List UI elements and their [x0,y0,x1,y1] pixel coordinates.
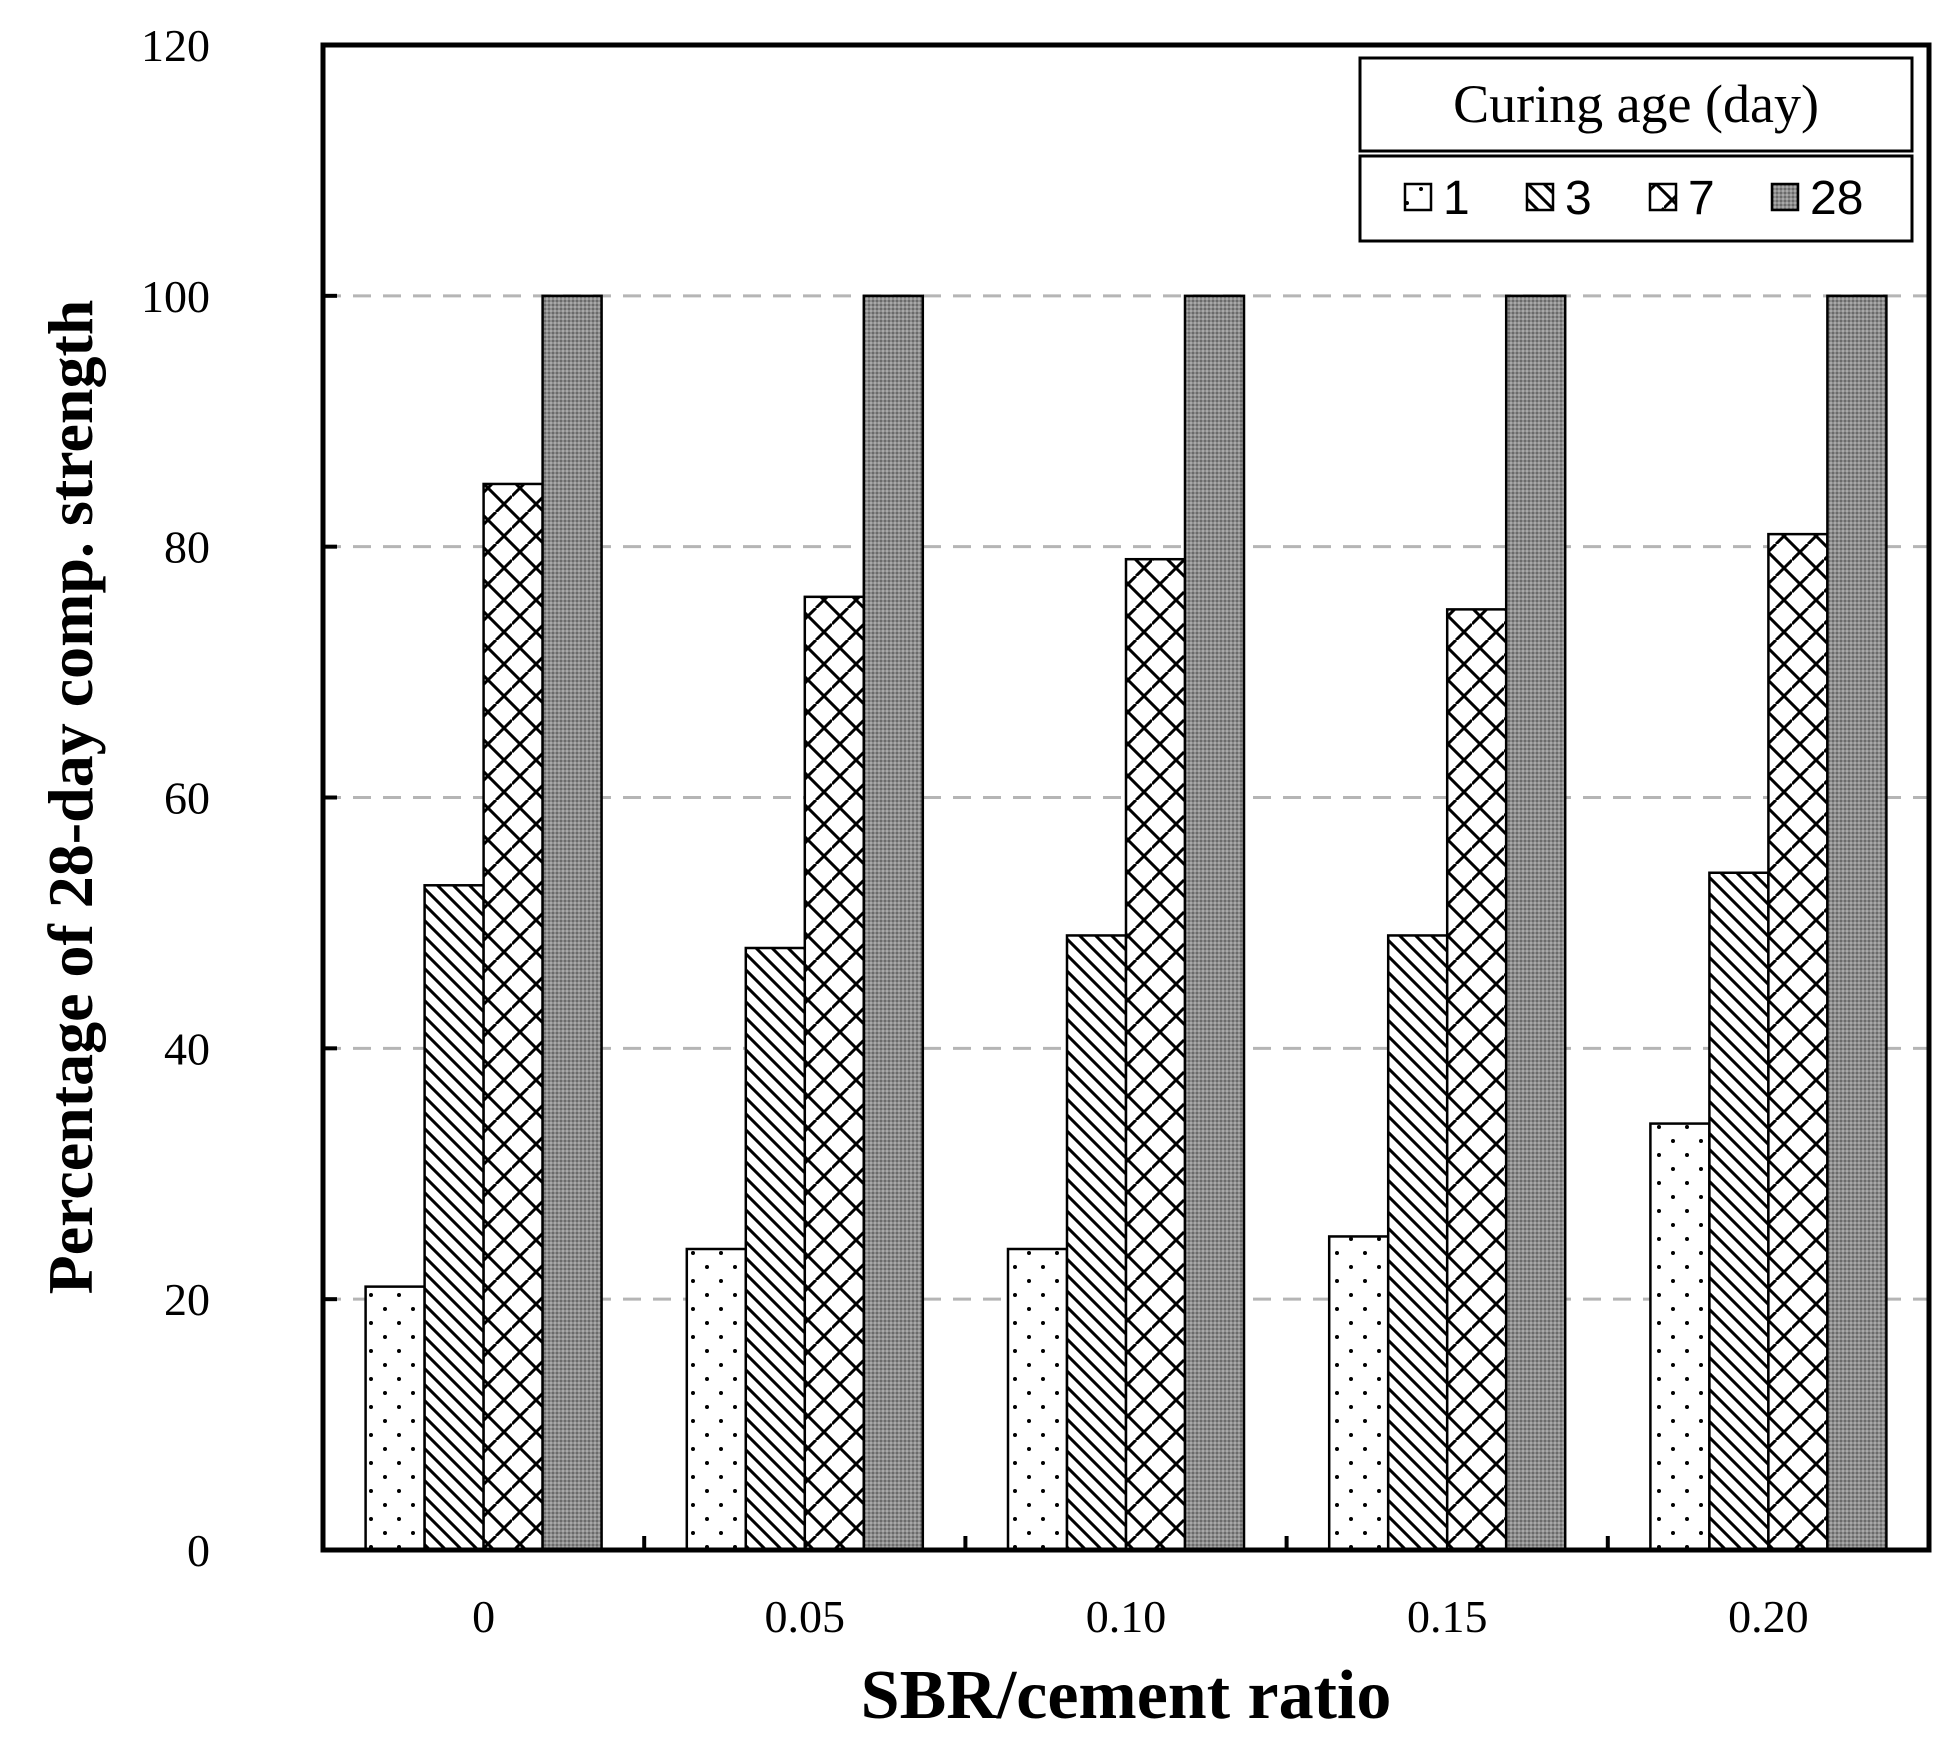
y-tick-label: 60 [164,773,210,824]
bar-7day-0.05 [803,595,866,1552]
legend-swatch-3 [1525,182,1555,212]
bar-3day-0 [423,884,485,1552]
bar-7day-0.15 [1445,608,1508,1552]
bar-28day-0.05 [862,294,925,1552]
bar-1day-0 [364,1285,426,1552]
bar-1day-0.05 [685,1247,748,1552]
legend-title: Curing age (day) [1453,74,1819,134]
bar-7day-0.10 [1124,557,1187,1552]
x-axis: 0 0.05 0.10 0.15 0.20 [472,1536,1809,1642]
bar-28day-0 [541,294,603,1552]
y-tick-label: 120 [141,20,210,71]
y-tick-label: 100 [141,271,210,322]
bar-1day-0.20 [1649,1122,1711,1552]
bar-3day-0.05 [744,946,807,1552]
legend-label-1: 1 [1443,172,1470,225]
x-tick-label: 0.10 [1086,1591,1167,1642]
legend-swatch-7 [1648,182,1678,212]
bar-3day-0.15 [1386,934,1449,1552]
x-tick-label: 0.20 [1728,1591,1809,1642]
legend-title-box [1358,56,1914,153]
bar-28day-0.20 [1826,294,1888,1552]
y-tick-label: 80 [164,522,210,573]
y-tick-label: 40 [164,1023,210,1074]
bar-3day-0.10 [1065,934,1128,1552]
x-tick-label: 0.15 [1407,1591,1488,1642]
bar-7day-0.20 [1767,532,1829,1552]
legend-label-3: 3 [1565,172,1592,225]
y-axis: 0 20 40 60 80 100 120 [141,20,337,1576]
x-tick-label: 0 [472,1591,495,1642]
bar-3day-0.20 [1708,871,1770,1552]
legend-swatch-1 [1403,182,1433,212]
x-axis-title: SBR/cement ratio [861,1657,1392,1734]
legend-swatch-28 [1770,182,1800,212]
y-axis-title: Percentage of 28-day comp. strength [35,300,106,1295]
legend: Curing age (day) 1 3 7 28 [1358,56,1914,243]
bar-28day-0.15 [1504,294,1567,1552]
bar-28day-0.10 [1183,294,1246,1552]
bar-7day-0 [482,482,544,1552]
legend-label-28: 28 [1810,172,1863,225]
x-tick-label: 0.05 [765,1591,846,1642]
legend-items-box [1358,154,1914,243]
bar-1day-0.15 [1327,1235,1390,1552]
y-tick-label: 0 [187,1525,210,1576]
bar-1day-0.10 [1006,1247,1069,1552]
legend-label-7: 7 [1688,172,1715,225]
bars [364,294,1888,1552]
y-tick-label: 20 [164,1274,210,1325]
